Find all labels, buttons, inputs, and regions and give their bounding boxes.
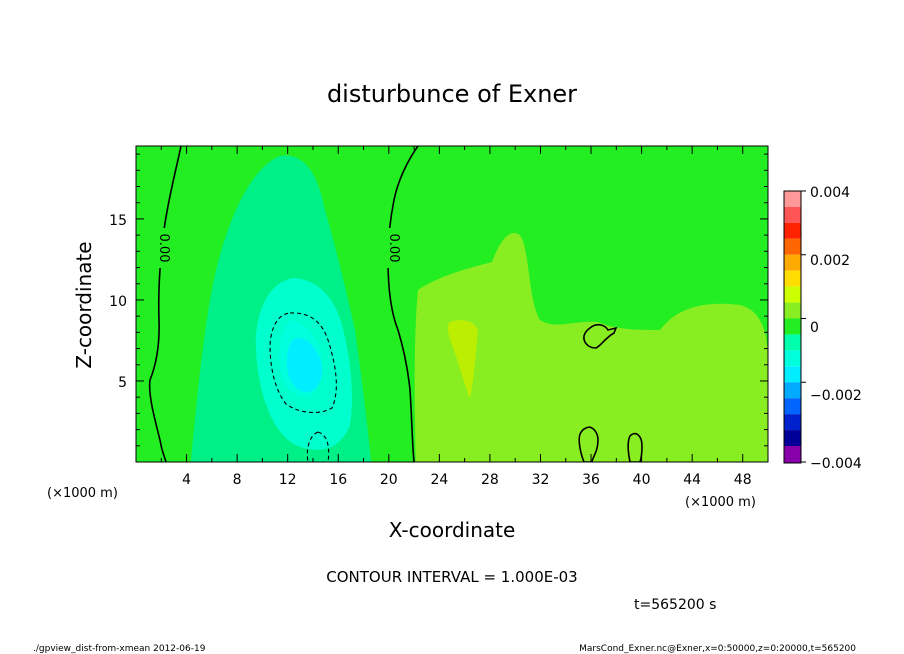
contour-pos-loop-3 [627,432,643,462]
contour-labels: 0.00 0.00 [151,228,401,268]
x-tick-label: 28 [481,472,499,488]
y-tick-label: 5 [118,375,127,391]
region-pos-2 [447,320,478,398]
colorbar-label-0.004: 0.004 [810,185,850,201]
y-axis-label: Z-coordinate [72,241,96,368]
colorbar-level [784,350,801,367]
x-tick-label: 36 [582,472,600,488]
x-tick-label: 16 [329,472,347,488]
colorbar-level [784,238,801,255]
time-label: t=565200 s [634,597,716,613]
y-axis-ticks: 5 10 15 [109,153,768,447]
x-axis-label: X-coordinate [389,518,516,542]
colorbar-label-0: 0 [810,320,819,336]
colorbar-level [784,318,801,335]
x-unit-left: (×1000 m) [47,486,118,501]
colorbar-label-neg-0.004: −0.004 [810,456,862,472]
chart-title: disturbunce of Exner [327,80,577,108]
x-axis-ticks: 4 8 12 16 20 24 28 32 36 40 44 48 [160,146,752,488]
contour-pos-loop-1 [583,323,618,349]
colorbar-level [784,334,801,351]
x-tick-label: 48 [734,472,752,488]
colorbar-below-range [784,446,801,463]
x-tick-label: 8 [233,472,242,488]
x-tick-label: 24 [430,472,448,488]
colorbar-frame [783,190,802,464]
y-tick-label: 10 [109,294,127,310]
x-tick-label: 44 [683,472,701,488]
contour-lines [148,146,643,462]
footer-right: MarsCond_Exner.nc@Exner,x=0:50000,z=0:20… [579,644,856,654]
colorbar-level [784,270,801,287]
y-tick-label: 15 [109,213,127,229]
x-tick-label: 12 [279,472,297,488]
contour-pos-loop-2 [578,426,599,462]
x-tick-label: 20 [380,472,398,488]
contour-zero-left [148,146,182,462]
colorbar-level [784,430,801,446]
colorbar-level [784,398,801,415]
colorbar-level [784,191,801,207]
colorbar [784,191,801,463]
colorbar-level [784,414,801,431]
colorbar-label-neg-0.002: −0.002 [810,388,862,404]
colorbar-level [784,254,801,271]
colorbar-level [784,286,801,303]
contour-zero-middle [387,146,419,462]
colorbar-level [784,206,801,223]
contour-label-bg-middle [381,228,399,268]
contour-label-bg-left [151,228,169,268]
colorbar-level [784,382,801,399]
x-tick-label: 32 [532,472,550,488]
plot-frame [135,145,769,463]
contour-interval-note: CONTOUR INTERVAL = 1.000E-03 [326,568,577,586]
colorbar-ticks [801,190,806,463]
colorbar-label-0.002: 0.002 [810,253,850,269]
colorbar-level [784,222,801,239]
x-tick-label: 40 [633,472,651,488]
contour-fill [136,146,768,462]
colorbar-level [784,302,801,319]
x-tick-label: 4 [182,472,191,488]
contour-label-middle: 0.00 [386,234,401,263]
region-neg-4 [286,338,323,392]
contour-neg-dashed-upper [269,312,337,413]
x-unit-right: (×1000 m) [685,495,756,510]
footer-left: ./gpview_dist-from-xmean 2012-06-19 [33,644,206,654]
contour-label-left: 0.00 [156,234,171,263]
contour-neg-dashed-lower [306,431,330,462]
colorbar-level [784,366,801,383]
